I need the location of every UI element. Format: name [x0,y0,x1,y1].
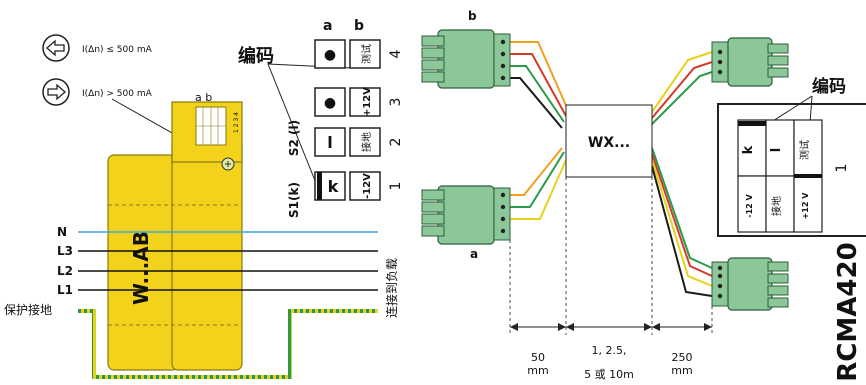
row4-b: 测试 [360,44,373,64]
device-ab-label: a b [195,91,212,104]
threshold-low-row: I(Δn) ≤ 500 mA [42,34,153,62]
s2-label: S2 (l) [287,120,301,156]
rcma-coding-title: 编码 [812,76,846,97]
rcma-minus12: -12 V [745,193,754,217]
converter-label: WX... [588,135,630,151]
dimension-lines: 50 mm 1, 2.5, 5 或 10m 250 mm [509,177,713,381]
dist2-line1: 1, 2.5, [592,344,627,357]
connector-b [421,29,511,89]
threshold-high-label: I(Δn) > 500 mA [82,89,153,99]
pe-label: 保护接地 [4,302,52,317]
connector-right-top [711,37,789,87]
cable-assembly: b a WX... [421,9,789,381]
rcma-l: l [769,148,784,152]
cable-a-label: a [470,247,478,261]
l1-label: L1 [57,283,73,297]
col-b-label: b [354,18,364,34]
dist3-value: 250 [672,351,693,364]
rcma-model: RCMA420 [833,242,863,381]
rcma-number: 1 [834,164,850,173]
cable-b-label: b [468,9,477,23]
l2-label: L2 [57,264,73,278]
row1-num: 1 [388,182,404,191]
pe-wire [78,309,378,379]
device-name: W...AB [129,231,153,305]
rcma-test: 测试 [798,140,811,160]
row2-num: 2 [388,138,404,147]
row1-b: -12V [362,173,373,199]
row3-a: ● [324,95,336,111]
dip-switch-block: a b 1 2 3 4 [195,91,240,171]
coding-table: 编码 a b ● ● l k 测试 +12V 接地 -12V 4 3 2 1 S… [238,18,404,218]
rcma-panel: 编码 k l 测试 -12 V 接地 +12 V 1 RCMA420 [717,76,866,382]
row3-b: +12V [362,87,373,117]
converter-box [565,104,653,178]
connector-a [421,185,511,245]
dist2-line2: 5 或 10m [584,368,634,381]
row4-num: 4 [388,49,404,58]
rcma-plus12: +12 V [801,192,810,220]
dist3-unit: mm [671,364,692,377]
dist1-unit: mm [527,364,548,377]
scale-digits: 1 2 3 4 [233,112,240,133]
load-label: 连接到负载 [384,258,399,318]
col-a-label: a [323,18,332,34]
threshold-high-row: I(Δn) > 500 mA [42,78,153,106]
l3-label: L3 [57,244,73,258]
s1-label: S1(k) [287,182,301,218]
row2-a: l [327,133,332,152]
rcma-ground: 接地 [770,196,783,216]
row2-b: 接地 [360,132,373,152]
row1-a: k [328,177,339,196]
power-lines: N L3 L2 L1 保护接地 连接到负载 [4,225,399,318]
threshold-low-label: I(Δn) ≤ 500 mA [82,45,153,55]
coding-title: 编码 [238,45,274,67]
n-label: N [57,225,67,239]
row4-a: ● [324,47,336,63]
row3-num: 3 [388,98,404,107]
connector-right-bottom [711,257,789,311]
dist1-value: 50 [531,351,545,364]
rcma-k: k [741,145,756,154]
